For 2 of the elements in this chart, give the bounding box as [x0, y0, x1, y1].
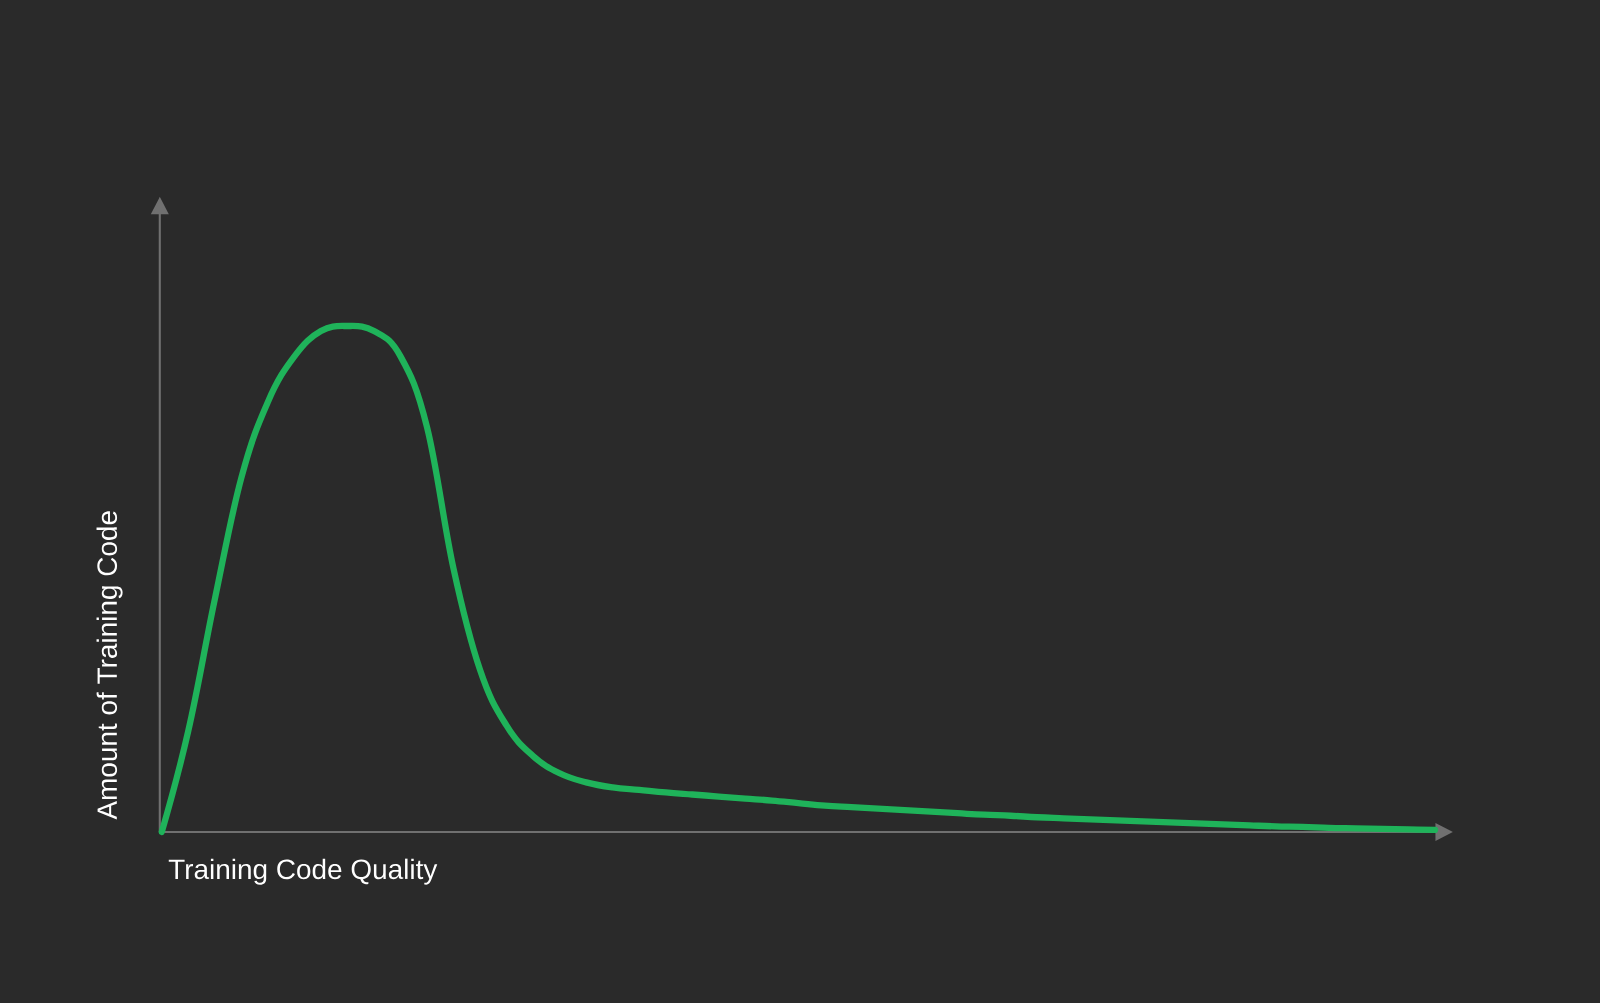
- x-axis-title: Training Code Quality: [168, 858, 438, 885]
- y-axis-title: Amount of Training Code: [96, 511, 123, 820]
